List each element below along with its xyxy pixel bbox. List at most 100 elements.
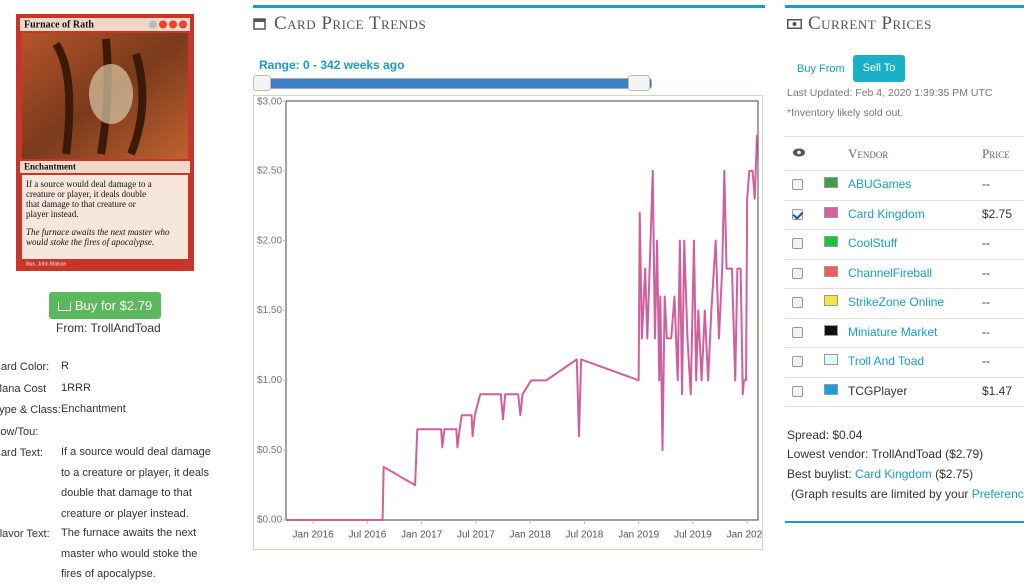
row-rule bbox=[785, 170, 1024, 171]
tab-sell[interactable]: Sell To bbox=[853, 55, 905, 82]
range-track bbox=[256, 78, 652, 89]
cart-icon bbox=[57, 302, 71, 311]
x-tick-label: Jul 2016 bbox=[348, 530, 386, 541]
table-rule bbox=[785, 136, 1024, 137]
calendar-icon bbox=[253, 18, 266, 30]
lowest-vendor: Lowest vendor: TrollAndToad ($2.79) bbox=[787, 447, 984, 461]
vendor-price: -- bbox=[982, 236, 990, 250]
x-tick-label: Jan 2017 bbox=[401, 530, 443, 541]
buy-from: From: TrollAndToad bbox=[56, 321, 161, 335]
vendor-price: -- bbox=[982, 295, 990, 309]
detail-label: Flavor Text: bbox=[0, 528, 50, 540]
vendor-swatch bbox=[824, 236, 838, 247]
checkbox[interactable] bbox=[792, 179, 803, 190]
card-type: Enchantment bbox=[24, 162, 76, 172]
trends-title: Card Price Trends bbox=[274, 13, 427, 34]
vendor-swatch bbox=[824, 177, 838, 188]
detail-label: Type & Class: bbox=[0, 404, 61, 416]
buy-button[interactable]: Buy for $2.79 bbox=[49, 292, 161, 319]
vendor-swatch bbox=[824, 206, 838, 218]
card-flavor-line: The furnace awaits the next master who bbox=[26, 227, 170, 237]
x-tick-label: Jan 2018 bbox=[510, 530, 552, 541]
buylist-link[interactable]: Card Kingdom bbox=[855, 467, 932, 481]
detail-label: Pow/Tou: bbox=[0, 426, 39, 438]
x-tick-label: Jul 2019 bbox=[674, 530, 712, 541]
art-detail bbox=[89, 64, 133, 124]
y-tick-label: $2.50 bbox=[257, 165, 282, 176]
card-rules-line: player instead. bbox=[26, 209, 78, 219]
y-tick-label: $3.00 bbox=[257, 97, 282, 108]
vendor-name[interactable]: Troll And Toad bbox=[848, 354, 925, 368]
y-tick-label: $0.50 bbox=[257, 445, 282, 456]
range-handle[interactable] bbox=[628, 75, 650, 91]
buy-label: Buy for $2.79 bbox=[74, 298, 153, 313]
y-tick-label: $2.00 bbox=[257, 235, 282, 246]
vendor-swatch bbox=[824, 383, 838, 395]
price-line bbox=[286, 134, 758, 521]
vendor-price: $2.75 bbox=[982, 206, 1013, 221]
checkbox[interactable] bbox=[792, 238, 803, 249]
card-rules-line: that damage to that creature or bbox=[26, 199, 136, 209]
row-rule bbox=[785, 229, 1024, 230]
mana-symbol bbox=[179, 20, 187, 29]
preferences-link[interactable]: Preferences bbox=[971, 487, 1024, 501]
detail-value: The furnace awaits the next master who w… bbox=[61, 527, 198, 580]
checkbox[interactable] bbox=[792, 267, 803, 279]
vendor-name: TCGPlayer bbox=[848, 383, 908, 398]
buylist-price: ($2.75) bbox=[935, 467, 974, 481]
tab-buy[interactable]: Buy From bbox=[797, 63, 845, 75]
last-updated: Last Updated: Feb 4, 2020 1:39:35 PM UTC bbox=[787, 87, 993, 99]
vendor-price: $1.47 bbox=[982, 383, 1013, 398]
panel-rule bbox=[253, 5, 765, 8]
vendor-name[interactable]: Card Kingdom bbox=[848, 206, 925, 221]
row-rule bbox=[785, 317, 1024, 319]
spread: Spread: $0.04 bbox=[787, 428, 863, 442]
x-tick-label: Jul 2018 bbox=[565, 530, 603, 541]
range-label: Range: 0 - 342 weeks ago bbox=[259, 58, 405, 72]
vendor-swatch bbox=[824, 295, 838, 306]
card-name-bar bbox=[20, 18, 190, 31]
range-handle[interactable] bbox=[253, 75, 271, 91]
vendor-name[interactable]: Miniature Market bbox=[848, 324, 938, 339]
y-tick-label: $0.00 bbox=[257, 515, 282, 526]
col-price: Price bbox=[982, 146, 1010, 161]
money-icon bbox=[787, 19, 802, 29]
checkbox[interactable] bbox=[792, 385, 803, 397]
x-tick-label: Jul 2017 bbox=[457, 530, 495, 541]
detail-value: R bbox=[61, 360, 69, 372]
price-chart: $0.00 $0.50 $1.00 $1.50 $2.00 $2.50 $3.00 Jan 2… bbox=[253, 95, 763, 550]
row-rule bbox=[785, 347, 1024, 348]
checkbox[interactable] bbox=[792, 326, 803, 338]
checkbox[interactable] bbox=[792, 356, 803, 367]
card-rules-line: creature or player, it deals double bbox=[26, 189, 146, 199]
x-tick-label: Jan 2016 bbox=[293, 530, 335, 541]
checkbox[interactable] bbox=[792, 208, 804, 220]
prices-title: Current Prices bbox=[808, 13, 932, 34]
panel-rule bbox=[785, 5, 1024, 8]
checkmark bbox=[792, 208, 804, 220]
vendor-swatch bbox=[824, 324, 838, 336]
checkbox[interactable] bbox=[792, 297, 803, 308]
vendor-price: -- bbox=[982, 177, 990, 191]
x-tick-label: Jan 2020 bbox=[727, 530, 763, 541]
row-rule bbox=[785, 258, 1024, 260]
inventory-note: *Inventory likely sold out. bbox=[787, 107, 904, 119]
graph-note-text: (Graph results are limited by your bbox=[791, 487, 969, 501]
card-image: Furnace of Rath Enchantment If a source … bbox=[16, 14, 194, 271]
graph-note: (Graph results are limited by your Prefe… bbox=[791, 487, 1024, 501]
vendor-name[interactable]: CoolStuff bbox=[848, 236, 898, 250]
mana-symbol bbox=[169, 20, 177, 29]
detail-value: 1RRR bbox=[61, 382, 91, 394]
x-tick-label: Jan 2019 bbox=[618, 530, 660, 541]
vendor-swatch bbox=[824, 354, 838, 365]
card-artist: Illus. John Matson bbox=[26, 261, 67, 267]
eye-icon bbox=[793, 148, 805, 157]
col-vendor: Vendor bbox=[848, 146, 889, 161]
mana-symbol bbox=[149, 20, 157, 29]
vendor-name[interactable]: StrikeZone Online bbox=[848, 295, 945, 309]
card-textbox bbox=[22, 175, 188, 259]
card-rules-line: If a source would deal damage to a bbox=[26, 179, 152, 189]
row-rule bbox=[785, 406, 1024, 407]
vendor-name[interactable]: ABUGames bbox=[848, 177, 912, 191]
vendor-name[interactable]: ChannelFireball bbox=[848, 265, 933, 280]
